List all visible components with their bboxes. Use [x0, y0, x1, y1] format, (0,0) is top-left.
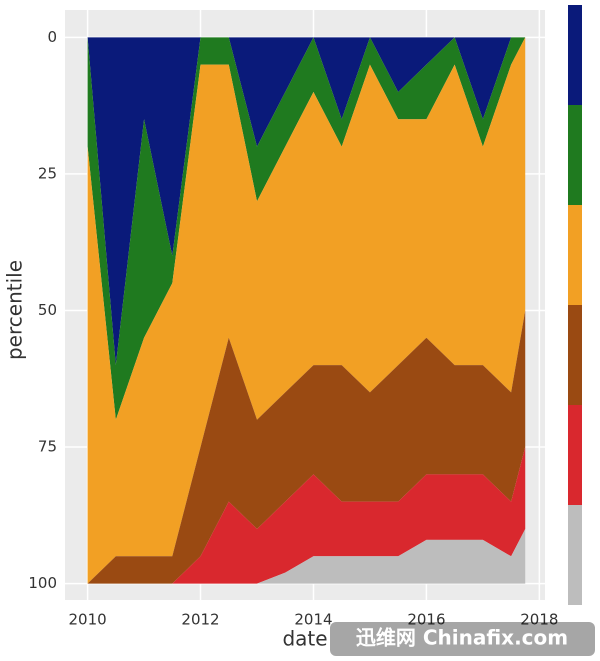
legend [568, 5, 582, 605]
x-tick-label: 2012 [181, 611, 219, 629]
area [87, 447, 526, 584]
legend-swatch [568, 505, 582, 605]
y-tick-label: 25 [38, 164, 57, 182]
y-tick-label: 75 [38, 438, 57, 456]
x-tick-label: 2014 [294, 611, 332, 629]
area [87, 37, 526, 584]
y-tick-label: 50 [38, 301, 57, 319]
area [87, 37, 526, 366]
legend-swatch [568, 205, 582, 305]
area [87, 310, 526, 584]
x-axis-label: date [282, 627, 327, 651]
y-tick-label: 100 [28, 574, 57, 592]
legend-swatch [568, 5, 582, 105]
legend-swatch [568, 105, 582, 205]
watermark: 迅维网 Chinafix.com [356, 626, 568, 650]
area [87, 528, 526, 584]
y-axis-label: percentile [3, 260, 27, 360]
legend-swatch [568, 305, 582, 405]
x-tick-label: 2010 [68, 611, 106, 629]
x-tick-label: 2016 [407, 611, 445, 629]
watermark-bg [330, 622, 595, 656]
y-tick-label: 0 [47, 28, 57, 46]
legend-swatch [568, 405, 582, 505]
x-tick-label: 2018 [520, 611, 558, 629]
